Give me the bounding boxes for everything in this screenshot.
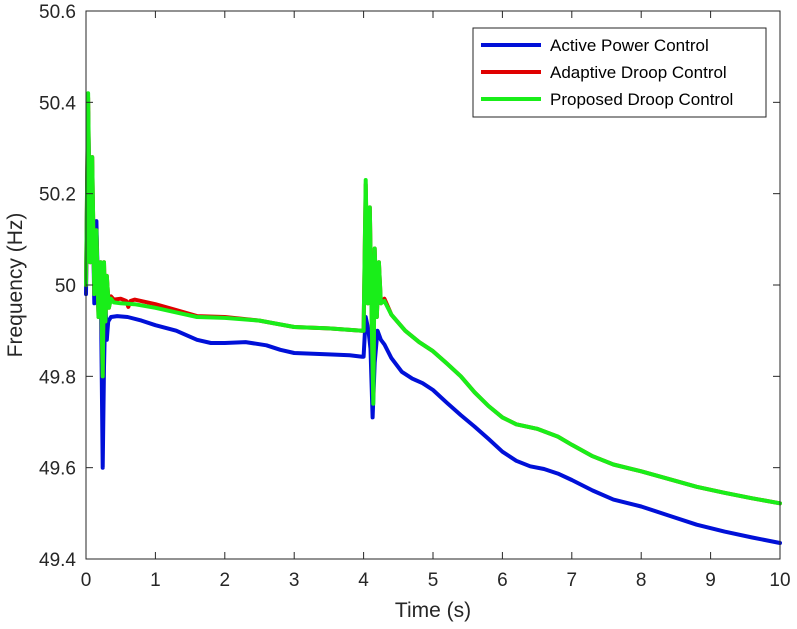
x-axis-ticks: 0 1 2 3 4 5 6 7 8 9 10 xyxy=(81,11,791,591)
legend-label: Proposed Droop Control xyxy=(550,90,733,109)
x-tick-label: 7 xyxy=(567,570,578,591)
x-tick-label: 3 xyxy=(289,570,300,591)
y-tick-label: 49.6 xyxy=(39,459,76,480)
legend: Active Power Control Adaptive Droop Contr… xyxy=(472,27,767,118)
y-tick-label: 50.2 xyxy=(39,185,76,206)
x-axis-label: Time (s) xyxy=(395,599,471,622)
x-tick-label: 5 xyxy=(428,570,439,591)
y-axis-ticks: 49.4 49.6 49.8 50 50.2 50.4 50.6 xyxy=(39,2,780,571)
y-tick-label: 49.4 xyxy=(39,550,76,571)
legend-label: Adaptive Droop Control xyxy=(550,63,727,82)
x-tick-label: 2 xyxy=(220,570,231,591)
x-tick-label: 4 xyxy=(358,570,369,591)
series-line-1 xyxy=(84,109,782,545)
y-tick-label: 49.8 xyxy=(39,367,76,388)
series-line-3 xyxy=(84,91,782,506)
y-axis-label: Frequency (Hz) xyxy=(4,213,27,358)
x-tick-label: 6 xyxy=(497,570,508,591)
y-tick-label: 50 xyxy=(55,276,76,297)
y-tick-label: 50.4 xyxy=(39,93,76,114)
x-tick-label: 0 xyxy=(81,570,92,591)
series-line-2 xyxy=(84,95,782,506)
x-tick-label: 10 xyxy=(769,570,790,591)
x-tick-label: 8 xyxy=(636,570,647,591)
x-tick-label: 9 xyxy=(705,570,716,591)
legend-label: Active Power Control xyxy=(550,36,709,55)
x-tick-label: 1 xyxy=(150,570,161,591)
series-layer xyxy=(84,91,782,545)
y-tick-label: 50.6 xyxy=(39,2,76,23)
